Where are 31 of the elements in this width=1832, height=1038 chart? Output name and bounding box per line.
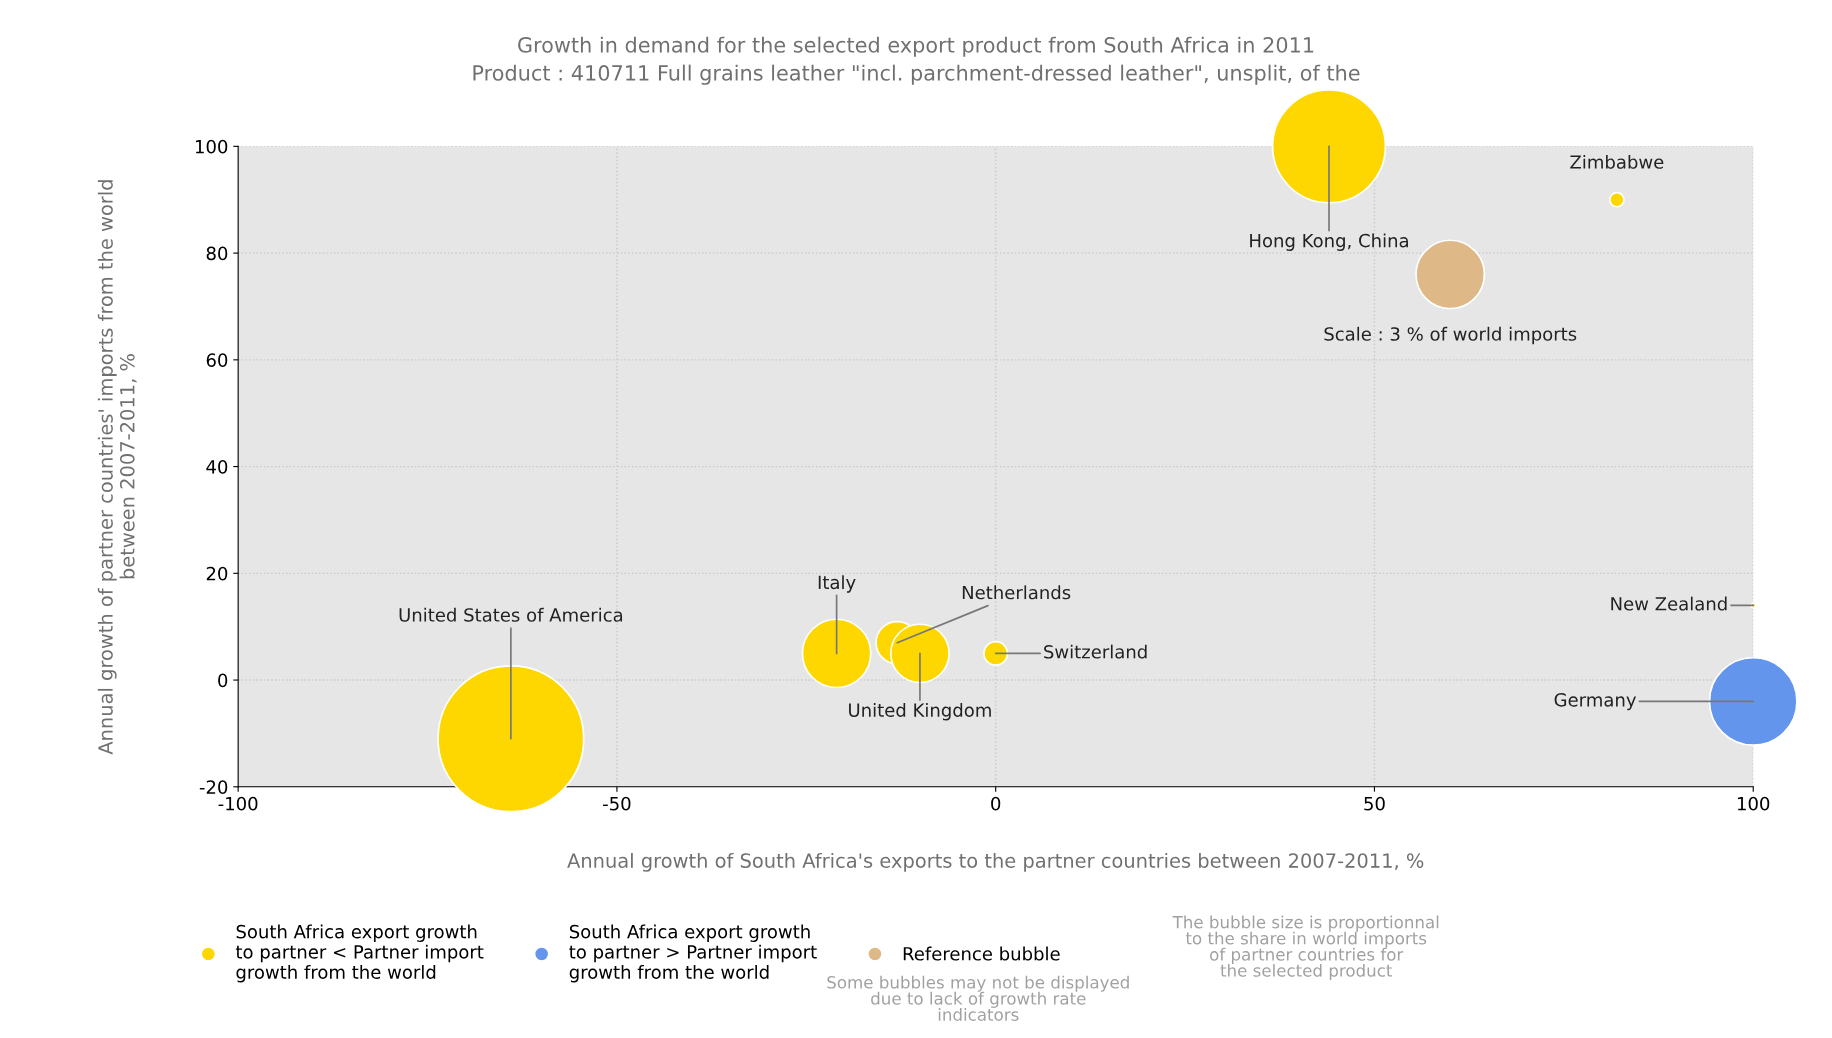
annotation: United Kingdom xyxy=(849,702,991,721)
x-tick-label: -50 xyxy=(603,796,631,811)
y-tick-label: 60 xyxy=(206,353,228,367)
annotation: Switzerland xyxy=(1044,644,1147,659)
x-tick-label: -100 xyxy=(218,796,258,811)
annotation: New Zealand xyxy=(1611,596,1727,611)
text: The bubble size is proportionnal to the share in world imports of partner countries for the selected product xyxy=(1172,915,1439,981)
y-tick-label: 20 xyxy=(206,566,228,581)
x-tick-label: 100 xyxy=(1737,796,1770,811)
annotation: United States of America xyxy=(399,607,623,622)
y-tick-label: 40 xyxy=(206,460,228,474)
annotation: Zimbabwe xyxy=(1570,154,1664,169)
y-tick-label: -20 xyxy=(199,780,228,794)
x-tick-label: 50 xyxy=(1364,796,1385,811)
annotation: Scale : 3 % of world imports xyxy=(1324,326,1577,345)
y-tick-label: 0 xyxy=(218,673,228,688)
legend-label: South Africa export growth to partner > Partner import growth from the world xyxy=(569,924,817,983)
chart-subtitle: Product : 410711 Full grains leather "incl. parchment-dressed leather", unsplit, of the xyxy=(473,64,1360,85)
x-tick-label: 0 xyxy=(991,796,1001,811)
annotation: Netherlands xyxy=(962,585,1071,600)
legend-label: Reference bubble xyxy=(903,946,1060,961)
chart-title: Growth in demand for the selected export product from South Africa in 2011 xyxy=(518,36,1314,57)
annotation: Germany xyxy=(1554,692,1637,711)
y-axis-title: Annual growth of partner countries' imports from the world between 2007-2011, % xyxy=(97,180,137,755)
y-tick-label: 100 xyxy=(195,139,228,154)
legend-label: South Africa export growth to partner < Partner import growth from the world xyxy=(235,924,484,983)
annotation: Italy xyxy=(818,575,856,593)
y-tick-label: 80 xyxy=(206,246,228,261)
text: Some bubbles may not be displayed due to lack of growth rate indicators xyxy=(827,975,1129,1021)
x-axis-title: Annual growth of South Africa's exports to the partner countries between 2007-2011, % xyxy=(567,852,1424,872)
annotation: Hong Kong, China xyxy=(1250,233,1408,251)
